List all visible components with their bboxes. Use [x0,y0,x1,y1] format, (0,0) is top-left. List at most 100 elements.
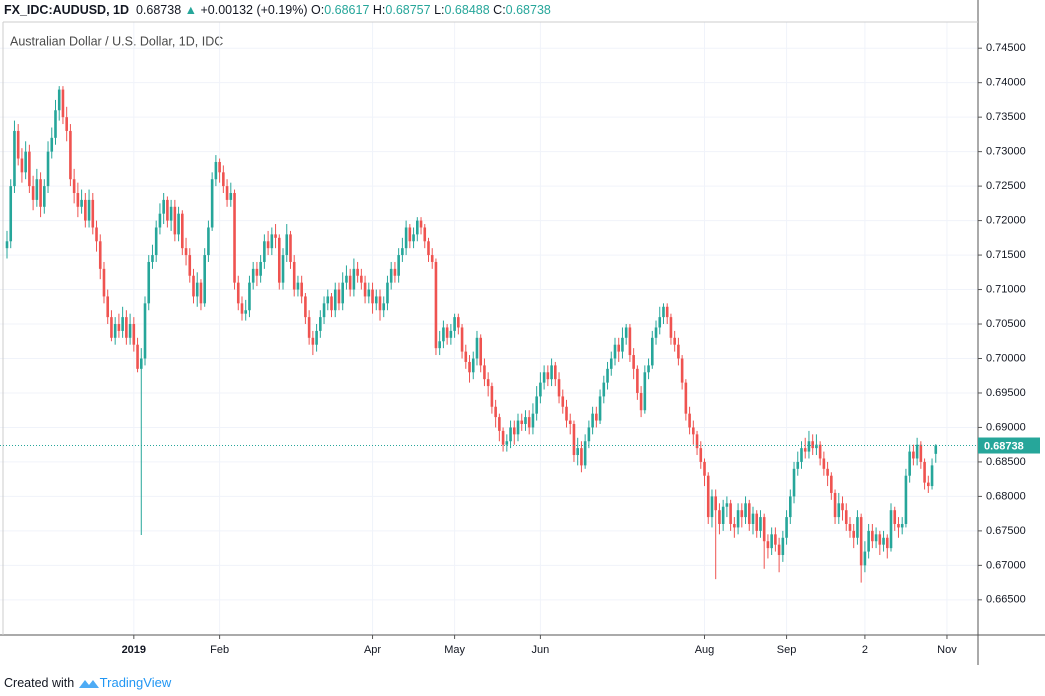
candle-body [255,268,259,276]
change: +0.00132 (+0.19%) [200,3,308,17]
candle-body [416,220,419,235]
candle-body [777,544,781,556]
candle-body [84,199,87,221]
candle-body [188,255,192,276]
candle-body [852,530,856,538]
candle-body [292,261,296,290]
candle-body [181,213,184,249]
candle-body [565,406,568,421]
candle-body [259,261,262,276]
candle-body [602,382,606,397]
x-tick-label: Nov [937,644,957,656]
candle-body [774,534,777,545]
candle-body [121,317,124,331]
candle-body [576,448,579,456]
candle-body [826,468,829,476]
candle-body [483,365,486,380]
candle-body [486,379,490,387]
candle-body [781,537,785,556]
footer-brand[interactable]: TradingView [99,675,172,690]
candle-body [900,523,904,528]
candle-body [580,448,583,466]
candle-body [169,206,173,221]
candle-body [438,341,441,349]
candle-body [479,337,483,366]
candle-body [143,303,147,359]
x-tick-label: 2019 [122,644,146,656]
candle-body [464,351,468,362]
candle-body [848,523,852,531]
candle-body [408,227,412,242]
y-tick-label: 0.70500 [986,318,1026,330]
candle-body [449,330,453,338]
candle-body [80,199,83,207]
candle-body [721,506,725,524]
candle-body [151,255,154,262]
candle-body [386,282,389,304]
candle-body [106,296,110,318]
candle-body [885,537,889,549]
candle-body [330,296,333,311]
candle-body [889,510,893,549]
candle-body [684,382,688,414]
candle-body [527,417,531,428]
candle-body [762,517,766,542]
up-arrow: ▲ [184,3,198,17]
candle-body [371,289,374,304]
candle-body [233,193,236,283]
candle-body [871,530,874,542]
y-tick-label: 0.71500 [986,249,1026,261]
candle-body [650,337,654,366]
candle-body [803,448,807,452]
footer-text: Created with [4,676,75,690]
candle-body [110,317,113,338]
candle-body [434,261,438,349]
candle-body [818,444,822,459]
candle-body [35,179,39,200]
x-tick-label: 2 [862,644,868,656]
candle-body [311,337,315,345]
ohlc-value: 0.68617 [324,3,370,17]
y-tick-label: 0.67000 [986,559,1026,571]
y-tick-label: 0.74000 [986,77,1026,89]
last: 0.68738 [135,3,182,17]
chart-title: Australian Dollar / U.S. Dollar, 1D, IDC [10,34,223,48]
candle-body [460,327,464,352]
candle-body [244,310,248,314]
candle-body [561,396,565,407]
candle-body [859,517,863,566]
candle-body [296,282,300,290]
candle-body [930,465,934,487]
candle-body [5,241,9,249]
candle-body [639,392,643,411]
candle-body [475,337,479,359]
candle-body [595,413,598,421]
last-price-label: 0.68738 [984,440,1024,452]
candle-body [20,158,24,173]
candle-body [751,513,755,524]
candle-body [225,186,229,200]
candle-body [509,427,512,442]
candle-body [173,206,177,235]
candle-body [587,427,591,442]
candle-body [643,372,647,411]
candle-body [770,534,773,549]
candle-body [628,327,632,356]
candle-body [699,448,703,462]
candle-body [554,365,557,380]
ohlc: O:0.68617 H:0.68757 L:0.68488 C:0.68738 [311,3,551,17]
candle-body [61,89,65,118]
candle-body [766,541,770,549]
candle-body [904,475,908,524]
candle-body [16,130,20,159]
candle-body [352,268,356,290]
x-tick-label: Sep [777,644,797,656]
x-tick-label: Aug [695,644,715,656]
candle-body [192,275,195,297]
candle-body [341,282,344,304]
candle-body [789,496,792,518]
candle-body [31,186,35,200]
candle-body [54,110,57,138]
candle-body [389,268,393,283]
candle-body [695,434,699,449]
